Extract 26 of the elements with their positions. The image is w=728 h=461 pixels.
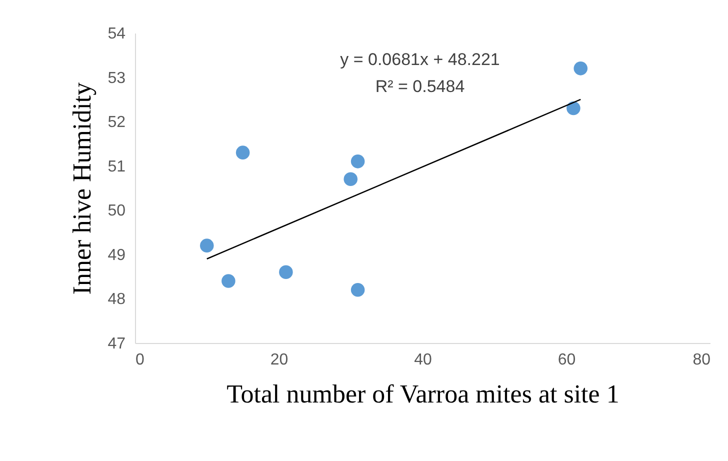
annotation: y = 0.0681x + 48.221: [340, 50, 500, 69]
point: [350, 282, 365, 297]
y-tick-label: 54: [108, 26, 126, 42]
point: [236, 146, 250, 160]
point: [344, 172, 358, 186]
point: [566, 101, 580, 116]
y-tick-label: 48: [108, 291, 126, 308]
y-tick-label: 47: [108, 336, 126, 352]
y-tick-label: 49: [108, 246, 126, 264]
point: [350, 154, 365, 168]
y-tick-label: 51: [108, 158, 126, 176]
point: [574, 62, 588, 76]
y-tick-label: 53: [108, 70, 126, 87]
point: [200, 238, 214, 252]
y-tick-label: 50: [108, 202, 126, 220]
x-axis-title: Total number of Varroa mites at site 1: [226, 380, 620, 408]
point: [222, 274, 236, 288]
x-tick-label: 0: [136, 352, 144, 368]
point: [279, 265, 293, 280]
y-tick-label: 52: [108, 114, 126, 132]
x-tick-label: 80: [692, 352, 711, 368]
x-tick-label: 60: [558, 352, 576, 368]
annotation: R² = 0.5484: [375, 77, 465, 96]
y-axis-title: Inner hive Humidity: [68, 82, 97, 295]
x-tick-label: 20: [270, 352, 288, 368]
x-tick-label: 40: [414, 352, 432, 368]
